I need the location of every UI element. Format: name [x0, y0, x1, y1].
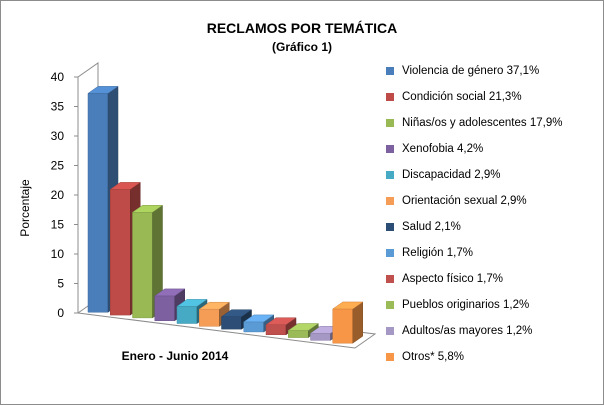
- legend-item: Pueblos originarios 1,2%: [386, 292, 598, 318]
- legend: Violencia de género 37,1% Condición socia…: [386, 58, 598, 370]
- legend-item: Religión 1,7%: [386, 240, 598, 266]
- bar-11: [331, 301, 364, 344]
- legend-label: Discapacidad 2,9%: [402, 169, 501, 181]
- y-tick-label: 0: [57, 306, 64, 320]
- legend-item: Otros* 5,8%: [386, 344, 598, 370]
- legend-item: Condición social 21,3%: [386, 84, 598, 110]
- legend-label: Orientación sexual 2,9%: [402, 195, 527, 207]
- legend-label: Religión 1,7%: [402, 247, 473, 259]
- chart-title: RECLAMOS POR TEMÁTICA: [206, 20, 398, 36]
- bar-5: [198, 301, 231, 327]
- legend-swatch: [386, 67, 394, 75]
- legend-item: Xenofobia 4,2%: [386, 136, 598, 162]
- legend-item: Aspecto físico 1,7%: [386, 266, 598, 292]
- bar-2: [131, 204, 164, 319]
- legend-swatch: [386, 197, 394, 205]
- legend-label: Pueblos originarios 1,2%: [402, 299, 530, 311]
- legend-swatch: [386, 171, 394, 179]
- legend-swatch: [386, 119, 394, 127]
- legend-label: Condición social 21,3%: [402, 91, 522, 103]
- y-tick-label: 5: [57, 277, 64, 291]
- chart-subtitle: (Gráfico 1): [271, 40, 332, 54]
- bar-7: [242, 314, 275, 333]
- legend-swatch: [386, 93, 394, 101]
- y-tick-label: 30: [51, 129, 65, 143]
- legend-label: Otros* 5,8%: [402, 351, 464, 363]
- y-tick-label: 35: [51, 100, 65, 114]
- legend-label: Aspecto físico 1,7%: [402, 273, 503, 285]
- legend-swatch: [386, 327, 394, 335]
- legend-swatch: [386, 275, 394, 283]
- legend-swatch: [386, 301, 394, 309]
- legend-item: Orientación sexual 2,9%: [386, 188, 598, 214]
- y-tick-label: 25: [51, 159, 65, 173]
- y-tick-label: 15: [51, 218, 65, 232]
- legend-swatch: [386, 145, 394, 153]
- legend-item: Discapacidad 2,9%: [386, 162, 598, 188]
- legend-label: Violencia de género 37,1%: [402, 65, 540, 77]
- y-tick-label: 20: [51, 188, 65, 202]
- y-tick-label: 10: [51, 247, 65, 261]
- y-tick-labels: 0 5 10 15 20 25 30 35 40: [51, 70, 78, 320]
- y-tick-label: 40: [51, 70, 65, 84]
- legend-label: Xenofobia 4,2%: [402, 143, 484, 155]
- legend-item: Violencia de género 37,1%: [386, 58, 598, 84]
- x-axis-label: Enero - Junio 2014: [121, 349, 229, 363]
- legend-item: Niñas/os y adolescentes 17,9%: [386, 110, 598, 136]
- legend-swatch: [386, 353, 394, 361]
- legend-label: Adultos/as mayores 1,2%: [402, 325, 533, 337]
- legend-swatch: [386, 249, 394, 257]
- legend-label: Salud 2,1%: [402, 221, 461, 233]
- legend-item: Adultos/as mayores 1,2%: [386, 318, 598, 344]
- legend-swatch: [386, 223, 394, 231]
- bars: [87, 85, 364, 344]
- legend-item: Salud 2,1%: [386, 214, 598, 240]
- legend-label: Niñas/os y adolescentes 17,9%: [402, 117, 563, 129]
